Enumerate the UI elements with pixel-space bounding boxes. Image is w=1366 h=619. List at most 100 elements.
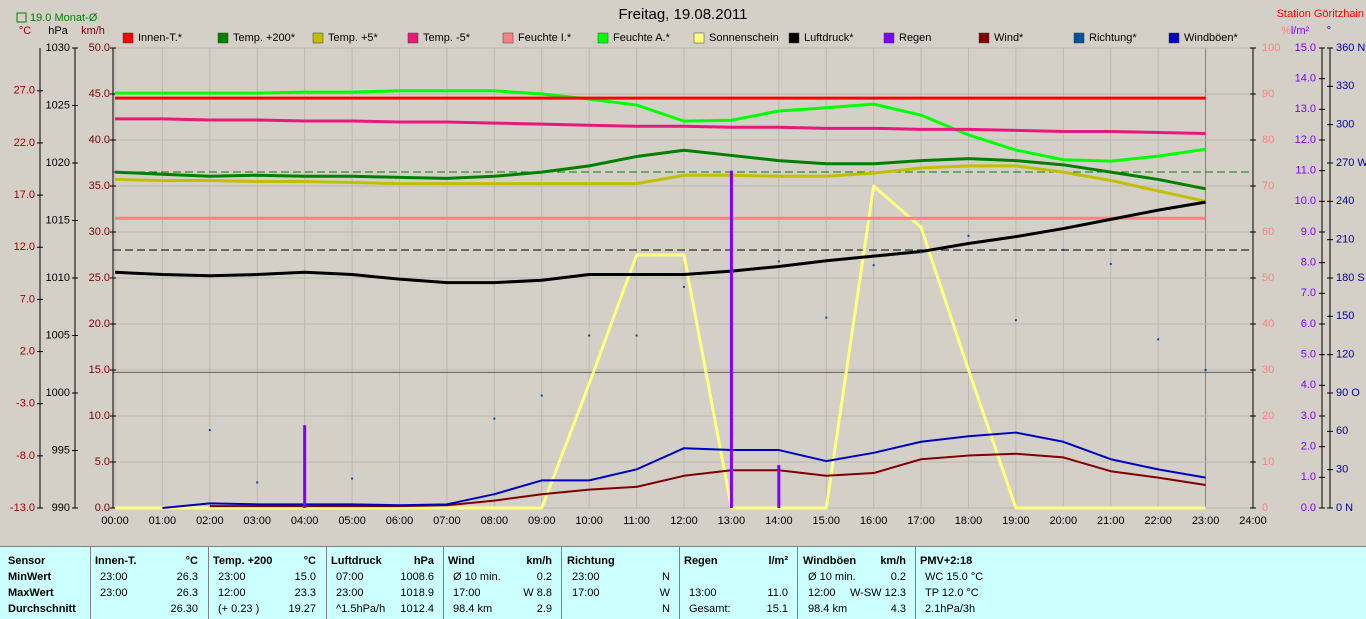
direction-dot [493, 417, 496, 420]
y-tick-label: 70 [1262, 180, 1274, 192]
y-tick-label: -3.0 [16, 398, 35, 410]
y-tick-label: 22.0 [14, 137, 35, 149]
y-tick-label: 1030 [46, 42, 70, 54]
y-tick-label: 27.0 [14, 85, 35, 97]
row-label: MinWert [8, 571, 52, 583]
column-header: Innen-T. [95, 555, 137, 567]
x-tick-label: 10:00 [575, 515, 603, 527]
direction-dot [635, 334, 638, 337]
y-tick-label: 30 [1336, 464, 1348, 476]
month-icon [16, 12, 27, 23]
cell-left: 12:00 [808, 587, 836, 599]
y-tick-label: 0 N [1336, 502, 1353, 514]
x-tick-label: 08:00 [481, 515, 509, 527]
cell-left: 23:00 [572, 571, 600, 583]
y-tick-label: 100 [1262, 42, 1280, 54]
direction-dot [1014, 319, 1017, 322]
y-tick-label: 360 N [1336, 42, 1365, 54]
axis-unit: ° [1327, 25, 1331, 37]
legend-swatch [788, 32, 800, 44]
separator [326, 547, 327, 619]
cell-left: 12:00 [218, 587, 246, 599]
summary-table: Sensor MinWert MaxWert Durchschnitt Innen-T.… [0, 546, 1366, 619]
cell-left: 2.1hPa/3h [925, 603, 976, 615]
legend-swatch [502, 32, 514, 44]
y-tick-label: 12.0 [14, 241, 35, 253]
direction-dot [872, 264, 875, 267]
y-tick-label: 80 [1262, 134, 1274, 146]
cell-right: 26.30 [170, 603, 198, 615]
separator [90, 547, 91, 619]
y-tick-label: 25.0 [89, 272, 110, 284]
y-tick-label: 270 W [1336, 157, 1366, 169]
y-tick-label: 300 [1336, 119, 1354, 131]
y-tick-label: 50.0 [89, 42, 110, 54]
rain-bar [777, 465, 781, 508]
column-header: Regen [684, 555, 718, 567]
cell-left: 23:00 [100, 571, 128, 583]
cell-right: 15.1 [766, 603, 788, 615]
y-tick-label: 10.0 [89, 410, 110, 422]
cell-left: Ø 10 min. [453, 571, 501, 583]
legend-label: Luftdruck* [804, 32, 854, 44]
series-line [162, 431, 1206, 509]
y-tick-label: 90 [1262, 88, 1274, 100]
y-tick-label: 9.0 [1301, 226, 1316, 238]
axis-unit: °C [19, 25, 31, 37]
cell-left: (+ 0.23 ) [218, 603, 260, 615]
direction-dot [256, 481, 259, 484]
cell-left: 23:00 [100, 587, 128, 599]
axis-unit: l/m² [1291, 25, 1310, 37]
x-tick-label: 16:00 [860, 515, 888, 527]
legend-swatch [1168, 32, 1180, 44]
axis-unit: km/h [81, 25, 105, 37]
cell-left: Gesamt: [689, 603, 731, 615]
y-tick-label: 1010 [46, 272, 70, 284]
x-tick-label: 21:00 [1097, 515, 1125, 527]
y-tick-label: 20.0 [89, 318, 110, 330]
x-tick-label: 20:00 [1050, 515, 1078, 527]
y-tick-label: 7.0 [1301, 287, 1316, 299]
x-tick-label: 00:00 [101, 515, 129, 527]
cell-right: W [659, 587, 670, 599]
direction-dot [540, 394, 543, 397]
cell-left: 17:00 [453, 587, 481, 599]
x-tick-label: 17:00 [907, 515, 935, 527]
column-unit: °C [185, 555, 198, 567]
cell-right: W 8.8 [523, 587, 552, 599]
y-tick-label: 180 S [1336, 272, 1365, 284]
legend-label: Temp. -5* [423, 32, 471, 44]
cell-left: WC 15.0 °C [925, 571, 984, 583]
column-header: Luftdruck [331, 555, 382, 567]
y-tick-label: 990 [52, 502, 70, 514]
y-tick-label: 11.0 [1295, 165, 1316, 177]
series-line [114, 148, 1206, 191]
legend-swatch [597, 32, 609, 44]
grid [113, 47, 1254, 509]
y-tick-label: 13.0 [1295, 103, 1316, 115]
y-tick-label: 150 [1336, 310, 1354, 322]
rain-bar [303, 425, 307, 508]
y-tick-label: 1000 [46, 387, 70, 399]
annotation: 19.0 Monat-Ø [30, 12, 98, 24]
y-tick-label: 40 [1262, 318, 1274, 330]
legend-swatch [883, 32, 895, 44]
cell-left: 98.4 km [453, 603, 493, 615]
separator [797, 547, 798, 619]
column-header: Temp. +200 [213, 555, 273, 567]
cell-left: 98.4 km [808, 603, 848, 615]
legend-label: Windböen* [1184, 32, 1239, 44]
row-label: Durchschnitt [8, 603, 76, 615]
direction-dot [920, 251, 923, 254]
axis-unit: hPa [48, 25, 68, 37]
legend-label: Feuchte I.* [518, 32, 572, 44]
cell-right: 2.9 [536, 603, 552, 615]
series-line [209, 452, 1206, 508]
y-tick-label: 60 [1336, 425, 1348, 437]
cell-right: 23.3 [294, 587, 316, 599]
x-tick-label: 06:00 [386, 515, 414, 527]
cell-right: 1018.9 [400, 587, 434, 599]
cell-right: N [662, 571, 670, 583]
rain-bar [729, 170, 733, 508]
